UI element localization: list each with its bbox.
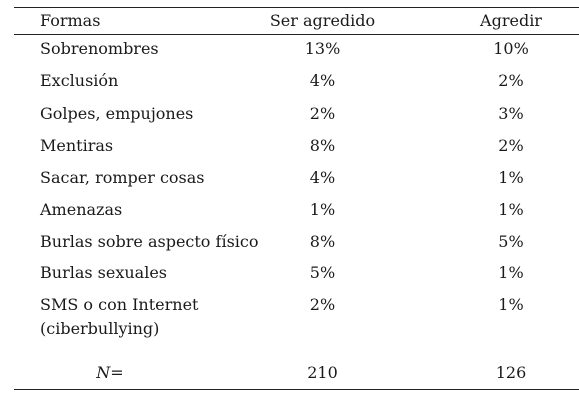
- row-agredir: 2%: [498, 71, 524, 90]
- row-ser-agredido: 8%: [309, 232, 336, 251]
- header-ser-agredido: Ser agredido: [269, 11, 376, 30]
- table-bottom-rule: [14, 389, 579, 390]
- row-ser-agredido: 2%: [309, 104, 336, 123]
- row-ser-agredido: 4%: [309, 168, 336, 187]
- total-ser-agredido: 210: [307, 363, 338, 382]
- row-forma: Golpes, empujones: [40, 104, 194, 123]
- row-ser-agredido: 4%: [309, 71, 336, 90]
- row-forma: Sacar, romper cosas: [40, 168, 205, 187]
- row-forma: SMS o con Internet (ciberbullying): [40, 295, 199, 338]
- table-header-row: Formas Ser agredido Agredir: [0, 9, 579, 33]
- row-forma: Sobrenombres: [40, 39, 159, 58]
- row-forma: Burlas sexuales: [40, 263, 168, 282]
- table-row: Golpes, empujones 2% 3%: [0, 102, 579, 130]
- table-row: Amenazas 1% 1%: [0, 198, 579, 226]
- table-row: Sobrenombres 13% 10%: [0, 37, 579, 65]
- row-agredir: 1%: [498, 263, 524, 282]
- row-ser-agredido: 2%: [309, 295, 336, 314]
- row-agredir: 3%: [498, 104, 524, 123]
- row-agredir: 5%: [498, 232, 524, 251]
- row-forma: Amenazas: [40, 200, 123, 219]
- header-agredir: Agredir: [480, 11, 542, 30]
- row-forma: Mentiras: [40, 136, 114, 155]
- header-formas: Formas: [40, 11, 101, 30]
- row-agredir: 1%: [498, 168, 524, 187]
- row-agredir: 2%: [498, 136, 524, 155]
- row-agredir: 10%: [493, 39, 529, 58]
- row-ser-agredido: 1%: [309, 200, 336, 219]
- table-top-rule: [14, 7, 579, 8]
- row-ser-agredido: 13%: [304, 39, 341, 58]
- table-row: Exclusión 4% 2%: [0, 69, 579, 97]
- total-agredir: 126: [495, 363, 527, 382]
- table-row: SMS o con Internet (ciberbullying) 2% 1%: [0, 293, 579, 341]
- row-ser-agredido: 5%: [309, 263, 336, 282]
- row-ser-agredido: 8%: [309, 136, 336, 155]
- table-row: Burlas sexuales 5% 1%: [0, 261, 579, 289]
- table-row: Mentiras 8% 2%: [0, 134, 579, 162]
- table-row: Sacar, romper cosas 4% 1%: [0, 166, 579, 194]
- row-agredir: 1%: [498, 200, 524, 219]
- row-forma: Exclusión: [40, 71, 119, 90]
- table-row: Burlas sobre aspecto físico 8% 5%: [0, 230, 579, 258]
- row-forma: Burlas sobre aspecto físico: [40, 232, 259, 251]
- total-label: N=: [96, 363, 124, 382]
- table-total-row: N= 210 126: [0, 361, 579, 389]
- row-agredir: 1%: [498, 295, 524, 314]
- table-header-rule: [14, 34, 579, 35]
